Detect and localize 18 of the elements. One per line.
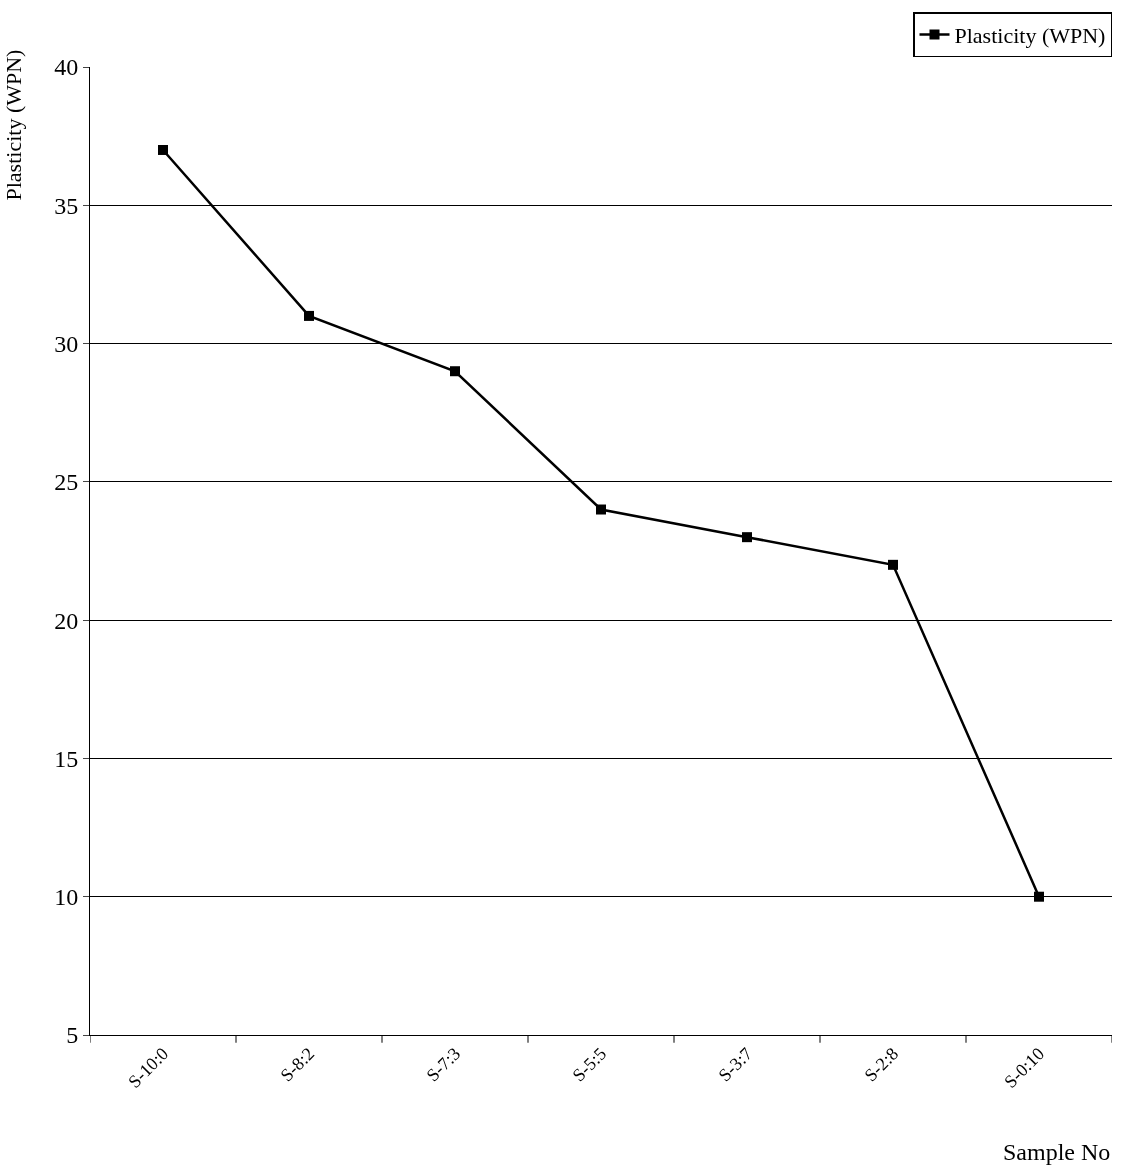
point	[158, 144, 168, 155]
y-tick-label: 25	[54, 469, 79, 496]
point	[304, 310, 314, 321]
y-tick-label: 5	[66, 1022, 79, 1049]
y-tick-label: 30	[54, 330, 79, 357]
point	[450, 366, 460, 377]
y-tick-label: 15	[54, 745, 79, 772]
y-axis-title: Plasticity (WPN)	[1, 49, 27, 201]
point	[742, 532, 752, 543]
point	[888, 559, 898, 570]
point	[1034, 891, 1044, 902]
point	[596, 504, 606, 515]
legend-label: Plasticity (WPN)	[954, 23, 1106, 49]
y-tick-label: 40	[54, 54, 79, 81]
y-tick-label: 10	[54, 884, 79, 911]
x-axis-title: Sample No	[1003, 1139, 1111, 1165]
y-tick-label: 20	[54, 607, 79, 634]
y-tick-label: 35	[54, 192, 79, 219]
